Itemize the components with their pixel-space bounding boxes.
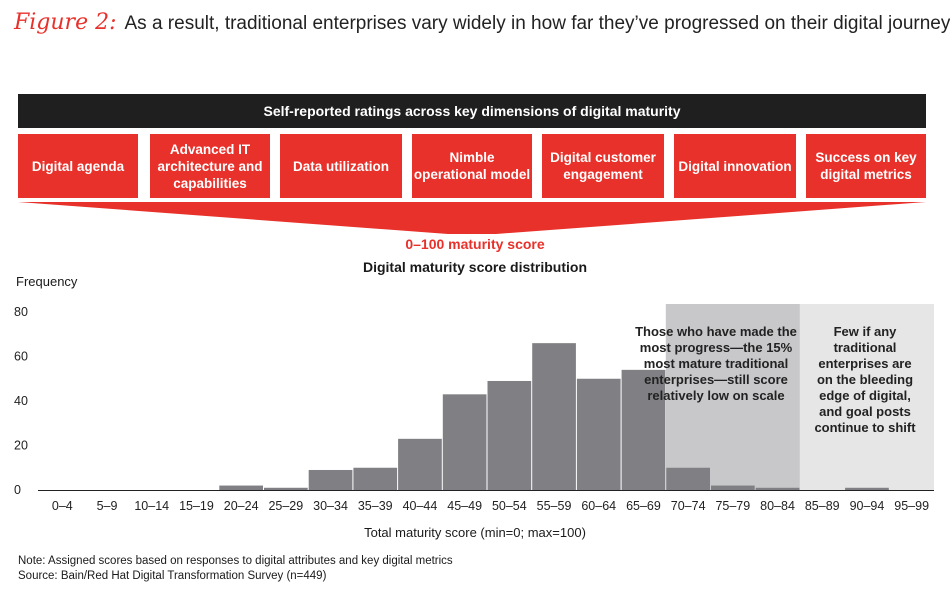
chart-title: Digital maturity score distribution [362,259,588,275]
annotation-bleeding-edge: Few if any traditional enterprises are o… [814,324,916,435]
histogram-bar-30–34 [308,469,353,490]
shaded-region-2 [799,304,934,490]
source-text: Source: Bain/Red Hat Digital Transformat… [18,570,327,582]
x-tick-label: 90–94 [850,499,885,513]
dimensions-header-bar: Self-reported ratings across key dimensi… [18,94,926,128]
dimension-operational-model: Nimble operational model [412,134,532,198]
x-tick-label: 30–34 [313,499,348,513]
x-tick-label: 35–39 [358,499,393,513]
footnotes: Note: Assigned scores based on responses… [18,554,453,584]
dimension-digital-agenda: Digital agenda [18,134,138,198]
dimension-it-architecture: Advanced IT architecture and capabilitie… [150,134,270,198]
y-tick-label: 80 [14,305,28,319]
y-tick-label: 40 [14,394,28,408]
annotation-mature: Those who have made the most progress—th… [635,324,797,403]
histogram-bar-50–54 [487,380,532,490]
histogram-bar-90–94 [845,487,889,490]
histogram-bar-35–39 [353,467,398,490]
x-tick-label: 10–14 [134,499,169,513]
x-tick-label: 50–54 [492,499,527,513]
histogram-bar-25–29 [264,487,308,490]
histogram-bar-80–84 [755,487,800,490]
x-tick-label: 25–29 [268,499,303,513]
figure-title: Figure 2: As a result, traditional enterp… [14,10,950,35]
x-axis-label: Total maturity score (min=0; max=100) [364,525,586,540]
x-tick-label: 20–24 [224,499,259,513]
figure-label: Figure 2: [14,10,117,35]
dimension-data-utilization: Data utilization [280,134,402,198]
dimension-digital-metrics: Success on key digital metrics [806,134,926,198]
x-tick-label: 45–49 [447,499,482,513]
figure-title-text: As a result, traditional enterprises var… [124,13,950,34]
maturity-score-label: 0–100 maturity score [405,236,545,252]
y-tick-label: 20 [14,439,28,453]
y-axis-label: Frequency [16,274,78,289]
x-tick-label: 55–59 [537,499,572,513]
x-tick-label: 40–44 [403,499,438,513]
x-tick-label: 5–9 [97,499,118,513]
dimensions-row: Digital agenda Advanced IT architecture … [18,134,926,198]
histogram-chart: 0 20 40 60 80 0–4 5–9 10–14 15–19 20–24 25–29 30–34… [14,304,934,513]
x-tick-label: 80–84 [760,499,795,513]
x-tick-label: 60–64 [581,499,616,513]
histogram-bar-40–44 [398,438,442,490]
histogram-bar-75–79 [711,485,755,490]
histogram-bar-60–64 [576,378,621,490]
histogram-bar-70–74 [666,467,710,490]
x-tick-label: 85–89 [805,499,840,513]
histogram-bar-65–69 [621,369,666,490]
x-tick-label: 95–99 [894,499,929,513]
x-tick-label: 0–4 [52,499,73,513]
histogram-bar-20–24 [219,485,263,490]
histogram-bar-45–49 [442,394,487,490]
x-tick-label: 75–79 [715,499,750,513]
shaded-region-1 [665,304,800,490]
histogram-bar-55–59 [532,343,576,490]
x-tick-label: 70–74 [671,499,706,513]
y-tick-label: 0 [14,483,21,497]
note-text: Note: Assigned scores based on responses… [18,555,453,567]
dimension-customer-engagement: Digital customer engagement [542,134,664,198]
x-tick-label: 15–19 [179,499,214,513]
funnel-arrow [18,202,926,234]
dimension-digital-innovation: Digital innovation [674,134,796,198]
x-tick-label: 65–69 [626,499,661,513]
y-tick-label: 60 [14,350,28,364]
